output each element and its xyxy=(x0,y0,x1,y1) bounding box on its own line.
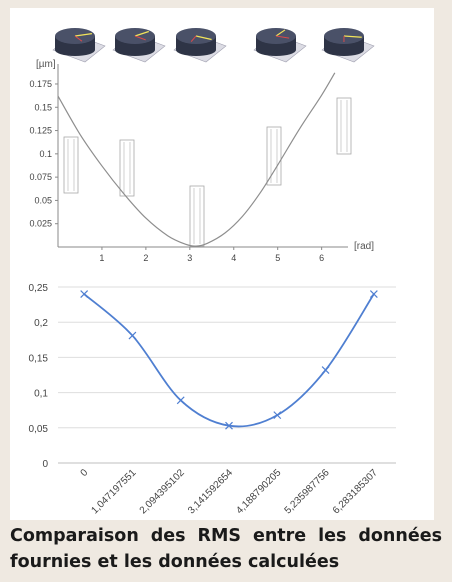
figure-panel xyxy=(10,8,434,520)
disk-marker xyxy=(195,35,212,41)
disk-thumbnails xyxy=(52,28,375,63)
profile-thumbnail-3 xyxy=(189,185,205,247)
disk-marker xyxy=(74,35,83,42)
profile-thumbnails xyxy=(63,97,352,247)
disk-marker xyxy=(134,35,146,41)
top-y-tick-label: 0.1 xyxy=(39,149,52,159)
figure-caption: Comparaison des RMS entre les données fo… xyxy=(10,526,442,572)
marker-stroke xyxy=(369,290,378,298)
disk-base xyxy=(324,44,364,56)
top-y-tick-label: 0.05 xyxy=(34,195,52,205)
y-tick-label: 0,05 xyxy=(29,424,49,435)
profile-frame xyxy=(266,126,282,186)
bottom-chart-gridlines xyxy=(58,286,396,464)
top-chart-axes: 0.025 0.05 0.075 0.1 0.125 0.15 0.175 1 2 3 4 5 6 xyxy=(29,64,348,263)
top-x-tick-label: 1 xyxy=(99,253,104,263)
disk-base xyxy=(176,44,216,56)
marker-stroke xyxy=(128,331,137,340)
y-tick-label: 0,2 xyxy=(34,318,48,329)
data-point xyxy=(321,366,330,374)
profile-thumbnail-5 xyxy=(336,97,352,155)
y-tick-label: 0 xyxy=(42,459,48,470)
top-x-tick-label: 2 xyxy=(143,253,148,263)
data-point xyxy=(225,421,233,430)
data-point xyxy=(369,290,378,298)
top-y-axis-label: [µm] xyxy=(36,59,56,70)
profile-thumbnail-1 xyxy=(63,136,79,194)
top-y-tick-label: 0.15 xyxy=(34,102,52,112)
profile-thumbnail-4 xyxy=(266,126,282,186)
figure: 0.025 0.05 0.075 0.1 0.125 0.15 0.175 1 2 3 4 5 6 [µ… xyxy=(10,8,434,520)
disk-thumbnail-5 xyxy=(321,28,375,63)
top-x-tick-label: 4 xyxy=(231,253,236,263)
marker-stroke xyxy=(273,411,282,420)
profile-thumbnail-2 xyxy=(119,139,135,197)
disk-marker xyxy=(275,35,290,39)
top-chart: 0.025 0.05 0.075 0.1 0.125 0.15 0.175 1 2 3 4 5 6 [µ… xyxy=(29,28,375,263)
top-series-line xyxy=(57,72,336,247)
disk-marker xyxy=(134,30,149,37)
top-y-tick-label: 0.075 xyxy=(29,172,52,182)
data-point xyxy=(176,396,185,405)
data-point xyxy=(273,411,282,420)
bottom-chart-series xyxy=(80,290,378,430)
y-tick-label: 0,1 xyxy=(34,389,48,400)
top-x-tick-label: 6 xyxy=(319,253,324,263)
disk-marker xyxy=(74,33,92,37)
bottom-chart-y-ticks: 0 0,05 0,1 0,15 0,2 0,25 xyxy=(29,283,49,470)
data-point xyxy=(80,290,89,298)
marker-stroke xyxy=(176,396,185,405)
disk-base xyxy=(55,44,95,56)
top-chart-series xyxy=(57,72,336,247)
profile-frame xyxy=(119,139,135,197)
disk-marker xyxy=(343,35,362,38)
disk-base xyxy=(115,44,155,56)
disk-thumbnail-4 xyxy=(253,28,307,63)
profile-frame xyxy=(63,136,79,194)
top-x-tick-label: 5 xyxy=(275,253,280,263)
profile-frame xyxy=(336,97,352,155)
disk-thumbnail-1 xyxy=(52,28,106,63)
top-x-tick-label: 3 xyxy=(187,253,192,263)
marker-stroke xyxy=(225,421,233,430)
disk-marker xyxy=(275,29,286,37)
y-tick-label: 0,15 xyxy=(29,353,49,364)
top-y-tick-label: 0.025 xyxy=(29,219,52,229)
disk-base xyxy=(256,44,296,56)
top-x-axis-label: [rad] xyxy=(354,241,374,252)
marker-stroke xyxy=(321,366,330,374)
disk-thumbnail-3 xyxy=(173,28,227,63)
top-y-tick-label: 0.125 xyxy=(29,126,52,136)
marker-stroke xyxy=(80,290,89,298)
profile-frame xyxy=(189,185,205,247)
top-y-tick-label: 0.175 xyxy=(29,79,52,89)
y-tick-label: 0,25 xyxy=(29,283,49,294)
disk-marker xyxy=(190,35,197,42)
disk-thumbnail-2 xyxy=(112,28,166,63)
data-point xyxy=(128,331,137,340)
